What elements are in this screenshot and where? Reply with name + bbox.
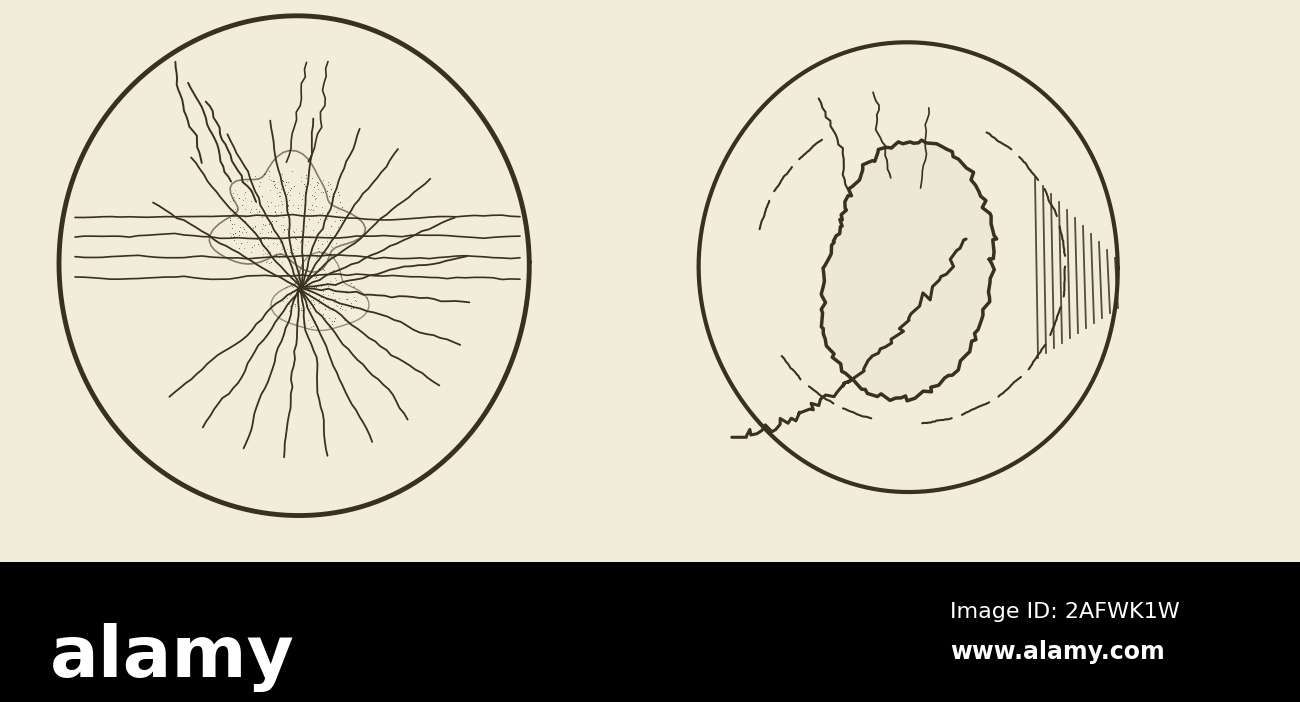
Bar [0,562,1300,702]
Text: www.alamy.com: www.alamy.com [950,640,1165,664]
Text: alamy: alamy [49,623,295,691]
Text: Image ID: 2AFWK1W: Image ID: 2AFWK1W [950,602,1180,622]
Polygon shape [822,140,997,401]
